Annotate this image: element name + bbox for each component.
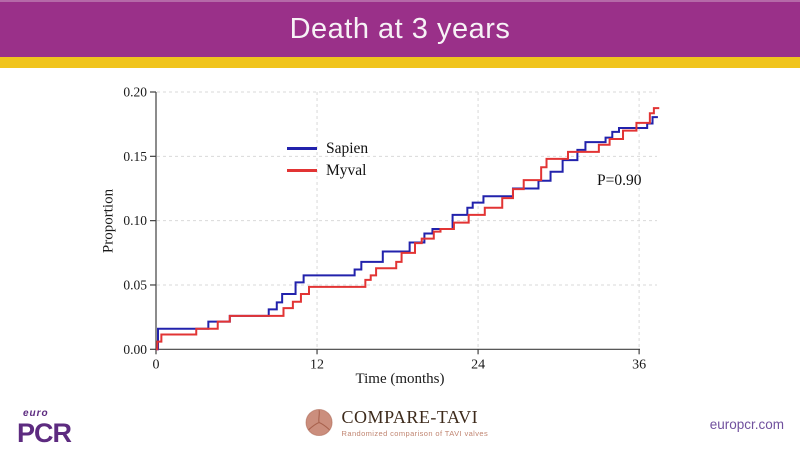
legend-label-myval: Myval <box>326 161 367 179</box>
y-tick-label: 0.10 <box>123 213 147 228</box>
europcr-logo-euro: euro <box>23 408 49 419</box>
x-tick-label: 24 <box>471 357 485 372</box>
series-sapien <box>156 116 658 351</box>
y-tick-label: 0.05 <box>123 277 147 292</box>
europcr-logo: euro PCR <box>17 408 72 448</box>
website-link[interactable]: europcr.com <box>709 417 784 432</box>
myval-line-swatch <box>287 169 317 172</box>
compare-tavi-subtitle: Randomized comparison of TAVI valves <box>341 428 489 438</box>
sapien-line-swatch <box>287 147 317 150</box>
legend-label-sapien: Sapien <box>326 139 369 157</box>
aortic-valve-icon <box>305 409 333 437</box>
series-myval <box>156 107 660 351</box>
p-value-annotation: P=0.90 <box>597 172 642 189</box>
legend-item-myval: Myval <box>287 161 368 180</box>
accent-stripe <box>0 57 800 68</box>
x-axis-label: Time (months) <box>355 371 445 387</box>
slide-title: Death at 3 years <box>289 13 511 45</box>
europcr-logo-pcr: PCR <box>17 418 72 448</box>
chart-legend: Sapien Myval <box>287 139 368 180</box>
title-bar: Death at 3 years <box>0 0 800 57</box>
y-tick-label: 0.15 <box>123 149 147 164</box>
x-tick-label: 12 <box>310 357 324 372</box>
legend-item-sapien: Sapien <box>287 139 368 158</box>
compare-tavi-logo: COMPARE-TAVI Randomized comparison of TA… <box>305 408 489 438</box>
x-tick-label: 0 <box>153 357 160 372</box>
compare-tavi-name: COMPARE-TAVI <box>341 407 479 427</box>
y-axis-label: Proportion <box>100 188 117 254</box>
y-tick-label: 0.20 <box>123 85 147 100</box>
y-tick-label: 0.00 <box>123 342 147 357</box>
x-tick-label: 36 <box>632 357 646 372</box>
compare-tavi-text: COMPARE-TAVI Randomized comparison of TA… <box>342 408 489 438</box>
